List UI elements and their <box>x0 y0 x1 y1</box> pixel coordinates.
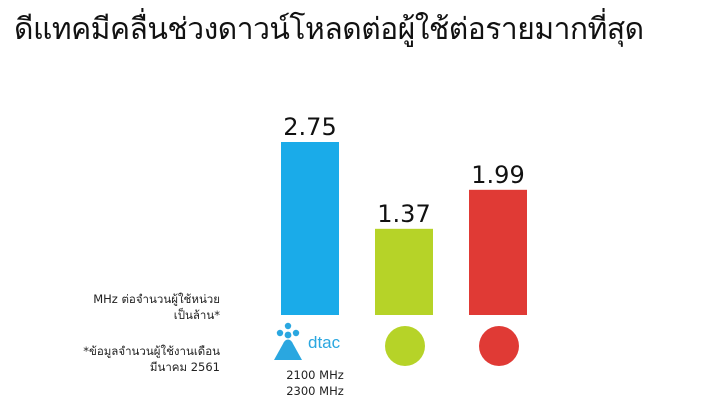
dtac-logo: dtac <box>270 322 370 362</box>
dtac-logo-text: dtac <box>308 333 341 352</box>
bar-value-label-2: 1.99 <box>471 161 524 189</box>
source-note: *ข้อมูลจำนวนผู้ใช้งานเดือน มีนาคม 2561 <box>83 344 220 374</box>
dtac-logo-icon <box>274 322 302 360</box>
unit-note: MHz ต่อจำนวนผู้ใช้หน่วย เป็นล้าน* <box>93 292 220 322</box>
bar-value-label-0: 2.75 <box>283 113 336 141</box>
page-title: ดีแทคมีคลื่นช่วงดาวน์โหลดต่อผู้ใช้ต่อราย… <box>14 12 644 47</box>
dtac-frequencies: 2100 MHz 2300 MHz <box>286 368 344 398</box>
bar-1 <box>375 228 433 315</box>
bar-0 <box>281 142 339 315</box>
green-circle-logo-icon <box>385 326 425 366</box>
bar-2 <box>469 189 527 315</box>
red-circle-logo-icon <box>479 326 519 366</box>
bar-value-label-1: 1.37 <box>377 200 430 228</box>
